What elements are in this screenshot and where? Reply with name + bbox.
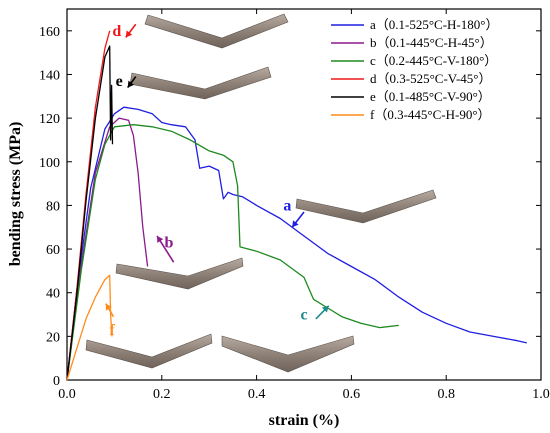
- x-axis-title: strain (%): [269, 412, 340, 429]
- y-axis-title: bending stress (MPa): [7, 122, 24, 267]
- specimen-photo-c: [221, 335, 355, 373]
- legend: a（0.1-525°C-H-180°） b（0.1-445°C-H-45°） c（0…: [331, 17, 498, 122]
- specimen-photo-a: [295, 189, 437, 224]
- annotation-arrowhead-f: [105, 303, 112, 311]
- legend-entry-c: c（0.2-445°C-V-180°）: [370, 53, 497, 68]
- annotation-label-e: e: [116, 73, 123, 90]
- y-tick-label: 80: [46, 199, 60, 214]
- y-tick-label: 40: [46, 287, 60, 302]
- y-tick-label: 20: [46, 330, 60, 345]
- legend-entry-b: b（0.1-445°C-H-45°）: [370, 35, 493, 50]
- specimen-photo-e: [129, 66, 272, 100]
- annotation-label-f: f: [109, 322, 115, 339]
- legend-entry-a: a（0.1-525°C-H-180°）: [370, 17, 498, 32]
- legend-entry-f: f（0.3-445°C-H-90°）: [370, 107, 491, 122]
- specimen-photo-b: [115, 257, 244, 290]
- x-tick-label: 1.0: [532, 387, 550, 402]
- series-line-a: [66, 106, 527, 381]
- annotation-arrowhead-b: [157, 235, 164, 243]
- annotation-label-d: d: [112, 23, 121, 40]
- x-tick-label: 0.0: [58, 387, 76, 402]
- specimen-photo-d: [144, 13, 289, 49]
- annotations: a b c d e f: [105, 23, 330, 339]
- annotation-arrowhead-e: [127, 80, 135, 88]
- y-tick-label: 120: [39, 112, 60, 127]
- annotation-label-a: a: [283, 197, 291, 214]
- x-tick-label: 0.2: [153, 387, 171, 402]
- x-tick-label: 0.6: [343, 387, 361, 402]
- plot-frame: [66, 8, 542, 381]
- series-line-f: [66, 274, 113, 381]
- x-tick-label: 0.4: [248, 387, 266, 402]
- y-tick-label: 100: [39, 156, 60, 171]
- annotation-arrowhead-d: [125, 30, 133, 38]
- series-line-e: [66, 45, 114, 381]
- legend-entry-e: e（0.1-485°C-V-90°）: [370, 89, 491, 104]
- legend-entry-d: d（0.3-525°C-V-45°）: [370, 71, 492, 86]
- x-tick-label: 0.8: [437, 387, 455, 402]
- annotation-arrowhead-a: [292, 220, 299, 228]
- annotation-label-b: b: [164, 235, 173, 252]
- y-tick-label: 160: [39, 25, 60, 40]
- annotation-label-c: c: [300, 307, 307, 324]
- axis-ticks: 0.0 0.2 0.4 0.6 0.8 1.0 0 20 40 60 80 100 120 140 160: [39, 9, 550, 402]
- y-tick-label: 140: [39, 68, 60, 83]
- series-line-b: [66, 117, 149, 381]
- annotation-arrowhead-c: [321, 305, 329, 313]
- series-lines: [66, 30, 527, 381]
- y-tick-label: 60: [46, 243, 60, 258]
- y-tick-label: 0: [53, 374, 60, 389]
- specimen-photo-f: [85, 333, 213, 369]
